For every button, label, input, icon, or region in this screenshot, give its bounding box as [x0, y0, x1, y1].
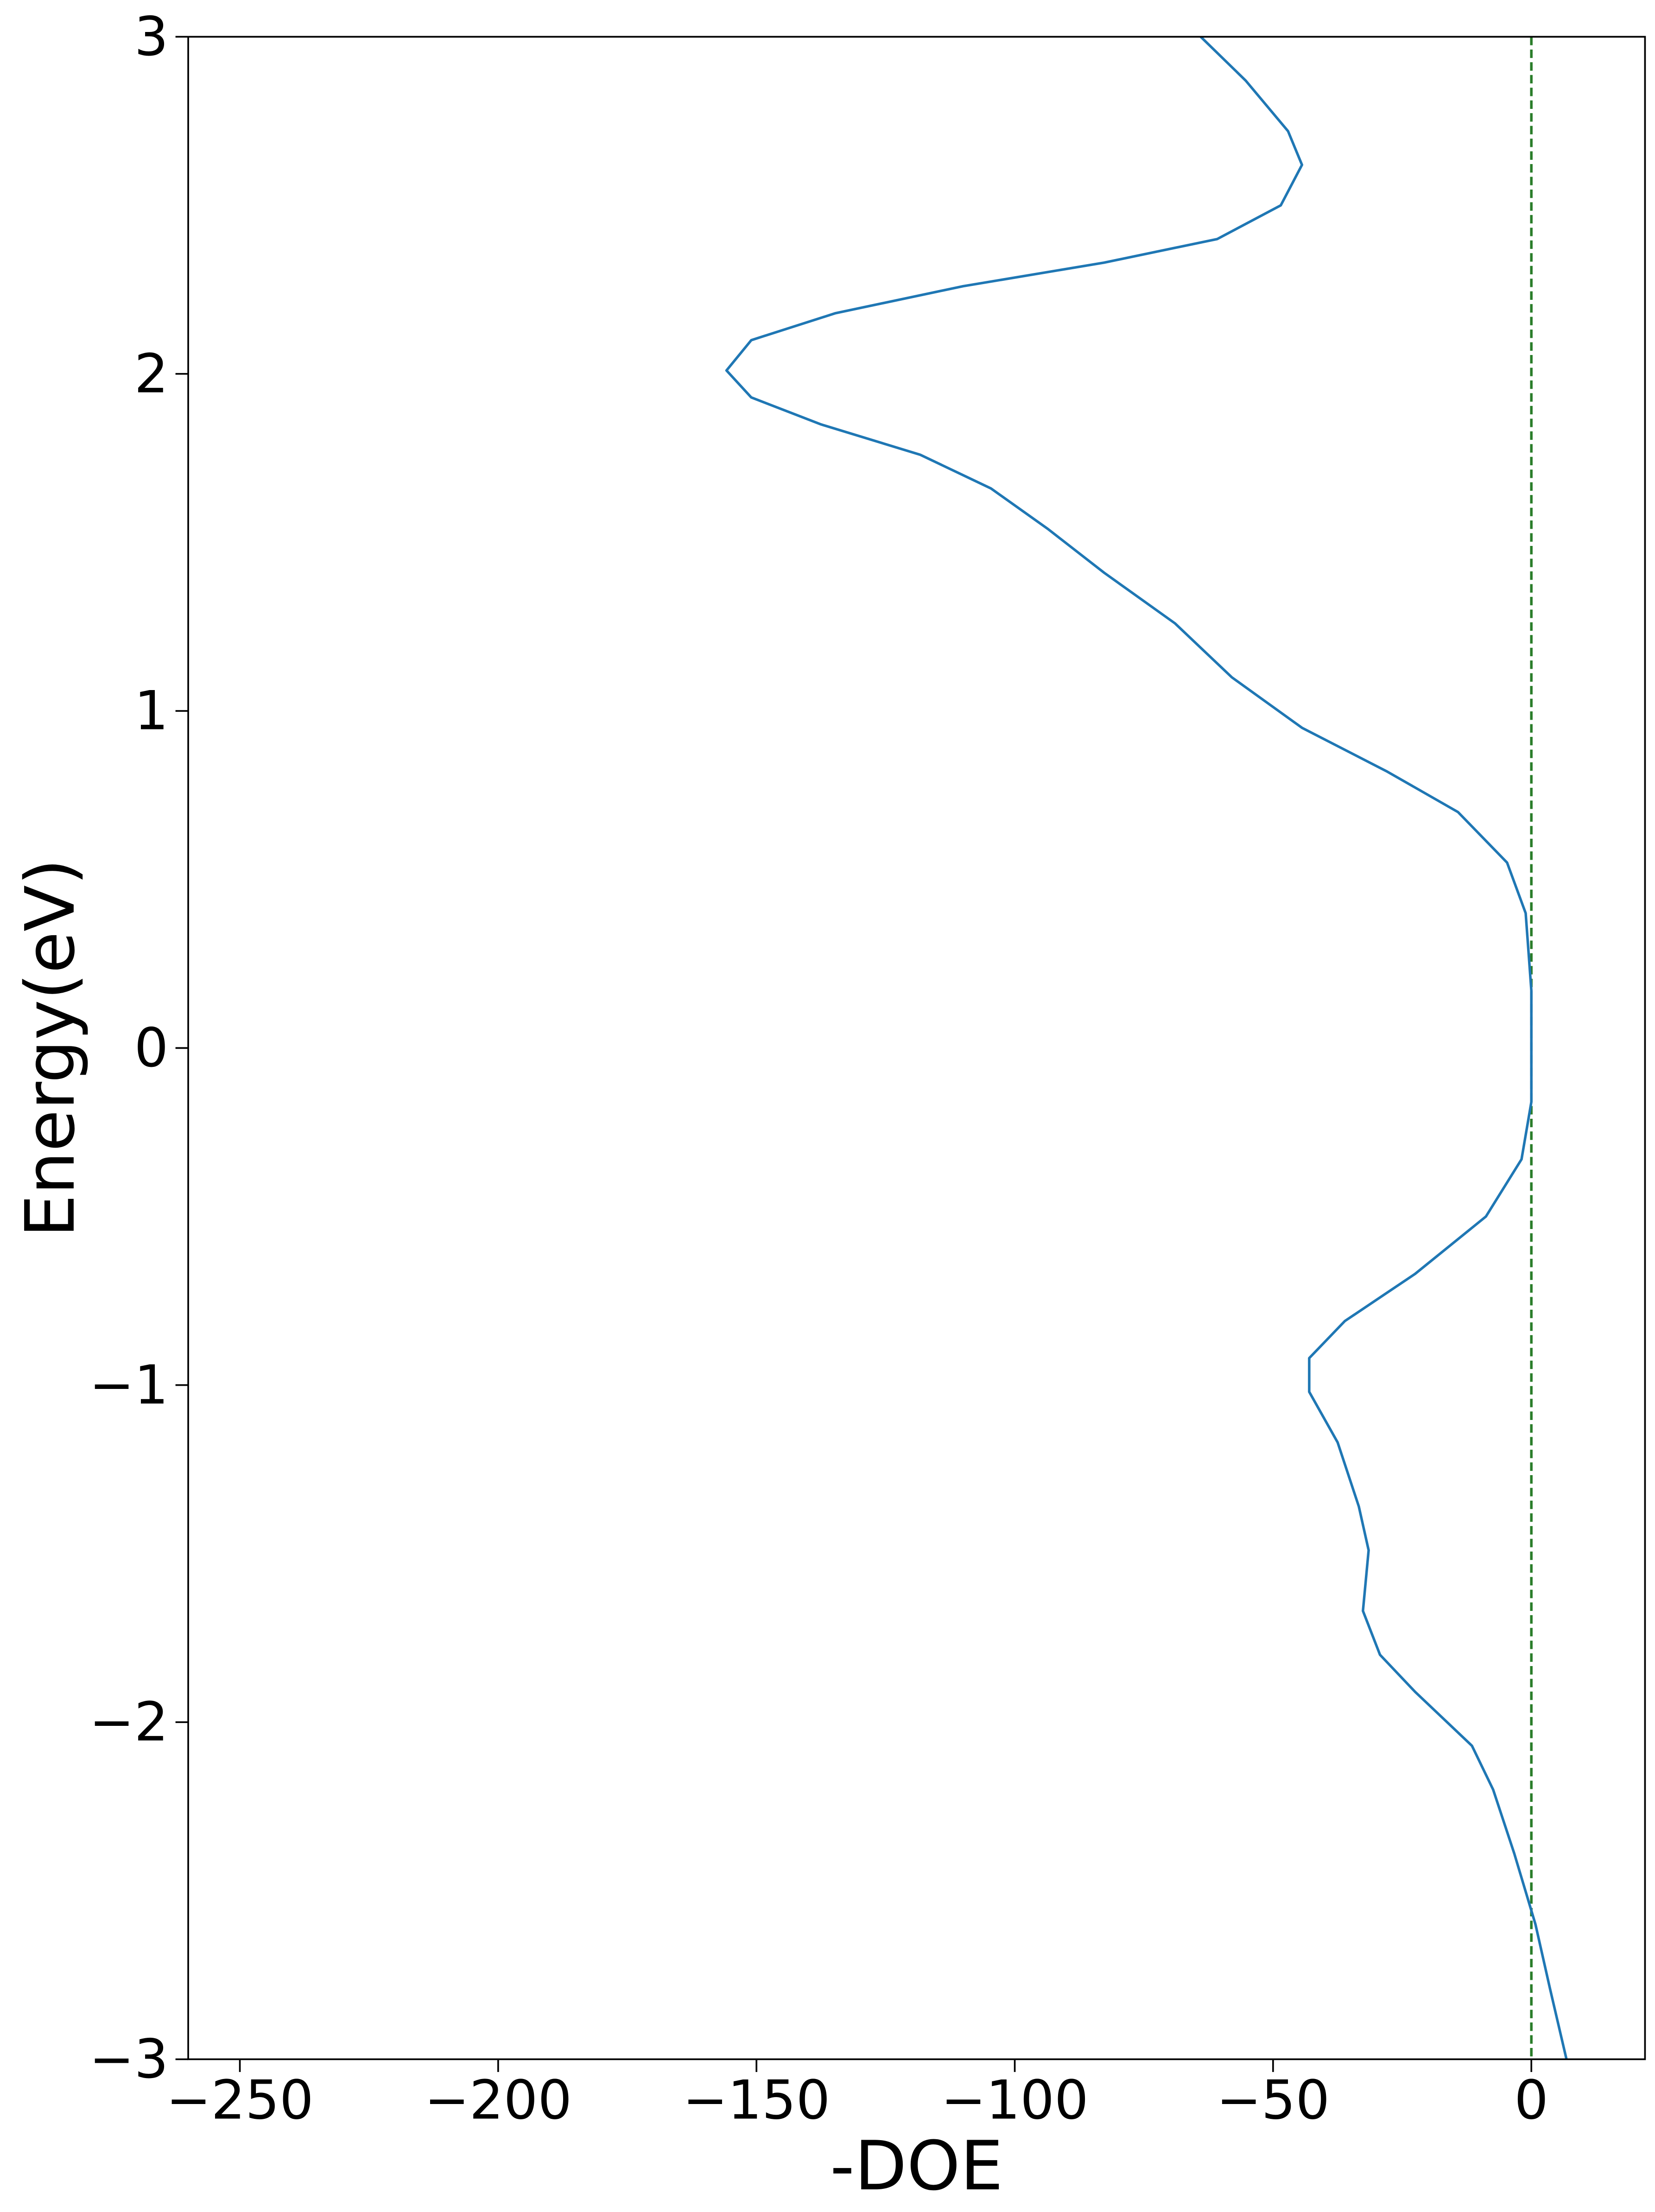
y-tick-label: −3: [89, 2028, 168, 2091]
x-tick-label: −200: [425, 2069, 572, 2132]
y-tick-label: 2: [134, 342, 169, 405]
y-tick-label: −2: [89, 1691, 168, 1754]
plot-frame: [187, 36, 1646, 2060]
y-tick-label: 3: [134, 6, 169, 68]
line-series: [725, 36, 1568, 2060]
x-tick-label: 0: [1514, 2069, 1548, 2132]
y-axis-label: Energy(eV): [11, 859, 90, 1237]
y-tick-label: 0: [134, 1017, 169, 1079]
y-tick-label: 1: [134, 680, 169, 742]
x-tick-label: −50: [1217, 2069, 1330, 2132]
x-tick-label: −250: [166, 2069, 313, 2132]
x-axis-label: -DOE: [830, 2126, 1003, 2206]
y-tick-label: −1: [89, 1354, 168, 1416]
x-tick-label: −100: [941, 2069, 1088, 2132]
x-tick-label: −150: [683, 2069, 830, 2132]
